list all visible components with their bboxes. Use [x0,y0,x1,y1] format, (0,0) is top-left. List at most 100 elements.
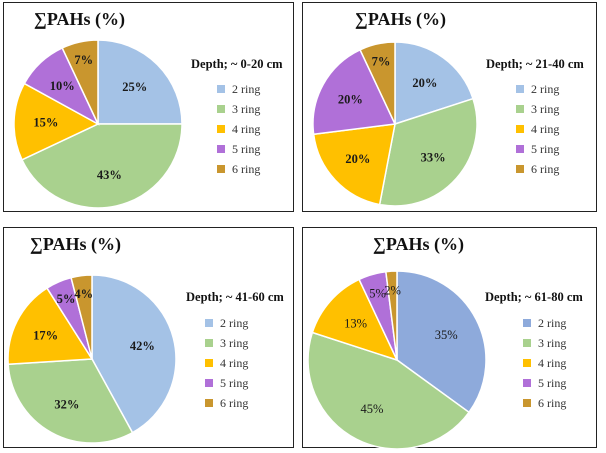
slice-label: 45% [360,402,383,416]
pie-chart: 20% 33% 20% 20% 7% [312,41,478,207]
depth-label: Depth; ~ 41-60 cm [186,290,284,304]
legend: 2 ring 3 ring 4 ring 5 ring 6 ring [205,313,248,413]
slice-label: 33% [421,151,446,165]
pie-slice-4-ring [312,123,396,206]
legend-item: 6 ring [523,393,566,413]
legend-item: 4 ring [217,119,260,139]
legend-label: 3 ring [531,101,560,116]
legend-item: 3 ring [523,333,566,353]
pie-slice-4-ring [7,287,94,366]
legend-label: 4 ring [538,355,567,370]
legend-swatch [217,125,225,133]
chart-panel-1: ∑PAHs (%) 25% 43% 15% 10% 7% Depth; ~ 0-20 c… [3,2,294,212]
pie-slice-6-ring [359,41,396,125]
pie-slice-4-ring [13,82,100,161]
slice-label: 2% [384,284,401,298]
legend: 2 ring 3 ring 4 ring 5 ring 6 ring [217,79,260,179]
chart-title: ∑PAHs (%) [355,9,446,29]
legend-swatch [516,105,524,113]
slice-label: 35% [435,328,458,342]
legend-item: 3 ring [205,333,248,353]
chart-panel-3: ∑PAHs (%) 42% 32% 17% 5% 4% Depth; ~ 41-60 c… [3,227,294,448]
slice-label: 43% [97,168,122,182]
legend: 2 ring 3 ring 4 ring 5 ring 6 ring [516,79,559,179]
legend-swatch [523,359,531,367]
legend-item: 6 ring [516,159,559,179]
legend-item: 5 ring [205,373,248,393]
legend-item: 2 ring [516,79,559,99]
pie-chart: 35% 45% 13% 5%2% [307,270,487,449]
pie-slice-4-ring [311,278,399,362]
legend-item: 2 ring [205,313,248,333]
pie-slice-6-ring [61,39,99,125]
legend-label: 6 ring [531,161,560,176]
pie-slice-2-ring [396,270,487,414]
legend-swatch [217,165,225,173]
chart-title: ∑PAHs (%) [34,9,125,29]
legend-label: 2 ring [220,315,249,330]
depth-label: Depth; ~ 21-40 cm [486,57,584,71]
pie-slice-3-ring [307,331,471,449]
pie-slice-3-ring [378,97,478,207]
pie-slice-2-ring [97,39,183,125]
legend-label: 5 ring [538,375,567,390]
pie-slice-5-ring [312,48,397,136]
legend-item: 4 ring [523,353,566,373]
legend-label: 2 ring [531,81,560,96]
legend-item: 2 ring [217,79,260,99]
legend-swatch [516,145,524,153]
legend-swatch [516,85,524,93]
legend-swatch [523,399,531,407]
legend-label: 5 ring [531,141,560,156]
legend-item: 4 ring [205,353,248,373]
legend-swatch [523,319,531,327]
pie-slice-3-ring [20,123,183,209]
slice-label: 5% [369,286,386,300]
depth-label: Depth; ~ 61-80 cm [485,290,583,304]
pie-chart: 42% 32% 17% 5% 4% [7,274,177,444]
legend-label: 3 ring [220,335,249,350]
legend-label: 4 ring [531,121,560,136]
legend-item: 3 ring [217,99,260,119]
pie-slice-2-ring [91,274,177,434]
legend-item: 5 ring [516,139,559,159]
chart-panel-2: ∑PAHs (%) 20% 33% 20% 20% 7% Depth; ~ 21-40 … [302,2,597,212]
legend-item: 6 ring [217,159,260,179]
legend-label: 2 ring [538,315,567,330]
chart-title: ∑PAHs (%) [30,234,121,254]
legend-item: 4 ring [516,119,559,139]
legend-swatch [205,319,213,327]
legend-item: 2 ring [523,313,566,333]
slice-label: 7% [74,53,93,67]
legend-label: 3 ring [232,101,261,116]
legend-swatch [217,85,225,93]
legend-swatch [523,339,531,347]
slice-label: 42% [130,339,155,353]
pie-slice-3-ring [7,358,134,444]
legend-swatch [217,105,225,113]
legend-label: 6 ring [538,395,567,410]
pie-slice-6-ring [385,270,398,361]
legend-item: 5 ring [523,373,566,393]
slice-label: 10% [50,79,75,93]
legend-label: 5 ring [232,141,261,156]
slice-label: 4% [74,287,93,301]
legend-label: 5 ring [220,375,249,390]
legend: 2 ring 3 ring 4 ring 5 ring 6 ring [523,313,566,413]
slice-label: 20% [345,152,370,166]
legend-swatch [205,339,213,347]
legend-label: 6 ring [232,161,261,176]
slice-label: 15% [33,115,58,129]
legend-swatch [205,399,213,407]
legend-swatch [217,145,225,153]
slice-label: 20% [338,93,363,107]
slice-label: 17% [33,328,58,342]
legend-item: 5 ring [217,139,260,159]
slice-label: 32% [54,398,79,412]
legend-swatch [205,379,213,387]
legend-swatch [523,379,531,387]
legend-swatch [205,359,213,367]
pie-chart: 25% 43% 15% 10% 7% [13,39,183,209]
legend-item: 6 ring [205,393,248,413]
legend-swatch [516,125,524,133]
